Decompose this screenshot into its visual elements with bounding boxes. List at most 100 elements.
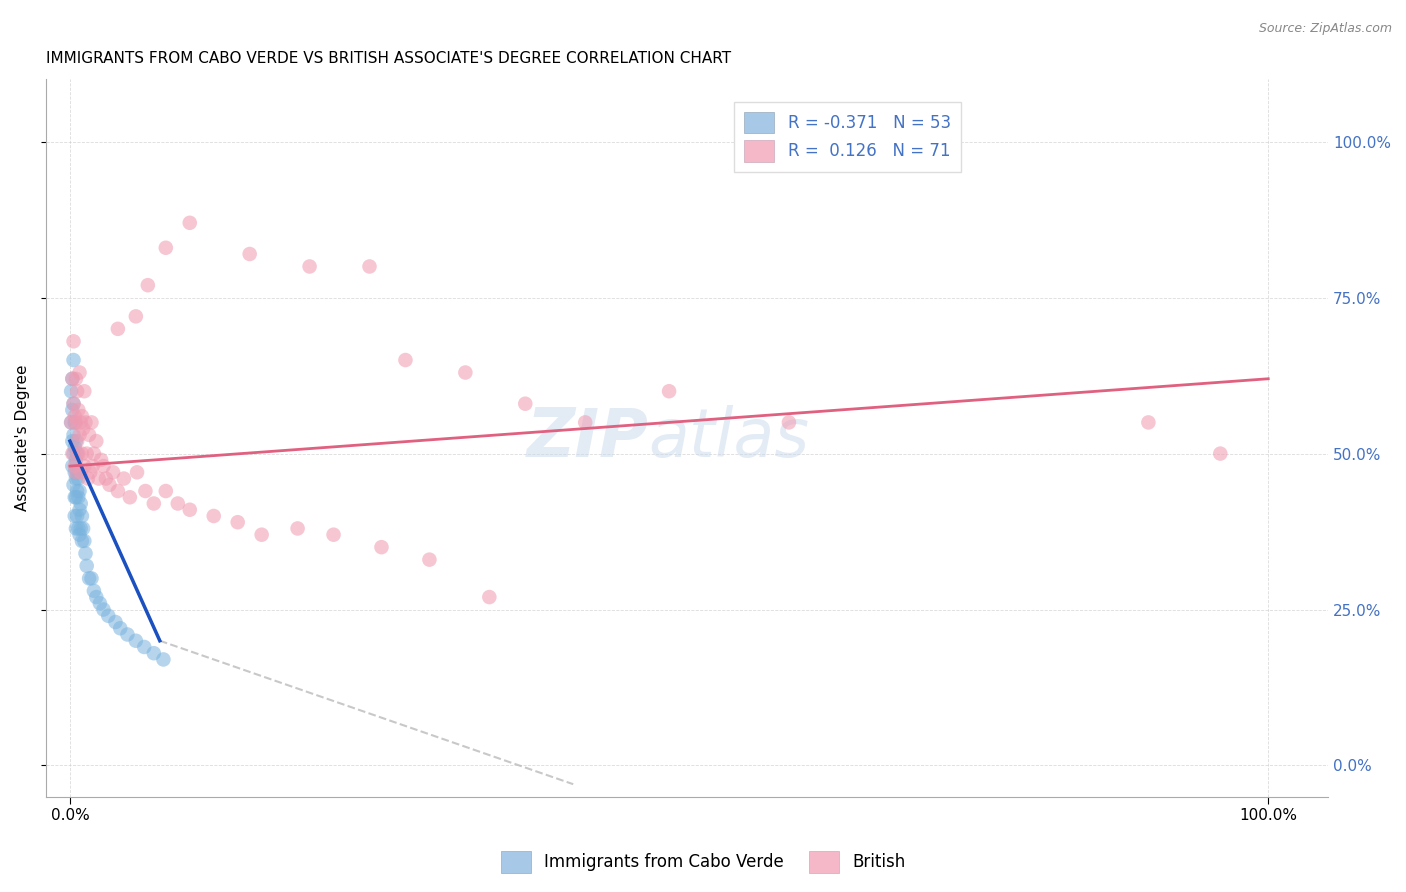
Point bbox=[359, 260, 381, 274]
Point bbox=[90, 453, 112, 467]
Point bbox=[63, 490, 86, 504]
Point bbox=[73, 384, 96, 399]
Point bbox=[67, 490, 90, 504]
Point bbox=[60, 403, 83, 417]
Point bbox=[66, 483, 89, 498]
Point bbox=[60, 459, 83, 474]
Point bbox=[65, 466, 87, 480]
Point bbox=[66, 447, 89, 461]
Point bbox=[287, 521, 309, 535]
Point bbox=[62, 353, 84, 368]
Point bbox=[69, 366, 91, 380]
Point bbox=[62, 397, 84, 411]
Point bbox=[298, 260, 321, 274]
Point bbox=[84, 434, 107, 449]
Text: ZIP: ZIP bbox=[527, 405, 648, 471]
Point bbox=[107, 483, 129, 498]
Point bbox=[70, 533, 93, 548]
Point bbox=[65, 416, 87, 430]
Point bbox=[67, 471, 90, 485]
Point bbox=[152, 652, 174, 666]
Point bbox=[166, 496, 188, 510]
Point bbox=[83, 447, 105, 461]
Point bbox=[515, 397, 537, 411]
Point bbox=[62, 447, 84, 461]
Point bbox=[93, 459, 115, 474]
Text: atlas: atlas bbox=[648, 405, 810, 471]
Point bbox=[1209, 447, 1232, 461]
Point bbox=[134, 640, 156, 654]
Point bbox=[72, 422, 94, 436]
Point bbox=[60, 416, 83, 430]
Point bbox=[62, 334, 84, 349]
Point bbox=[60, 384, 83, 399]
Point bbox=[76, 558, 98, 573]
Point bbox=[65, 453, 87, 467]
Point bbox=[66, 434, 89, 449]
Y-axis label: Associate's Degree: Associate's Degree bbox=[15, 365, 30, 511]
Point bbox=[104, 615, 127, 629]
Point bbox=[98, 477, 121, 491]
Point bbox=[63, 409, 86, 424]
Point bbox=[65, 372, 87, 386]
Point bbox=[60, 447, 83, 461]
Point bbox=[83, 583, 105, 598]
Point bbox=[60, 434, 83, 449]
Point bbox=[658, 384, 681, 399]
Point bbox=[142, 496, 165, 510]
Point bbox=[69, 466, 91, 480]
Point bbox=[101, 466, 124, 480]
Point bbox=[63, 466, 86, 480]
Point bbox=[82, 459, 104, 474]
Point bbox=[73, 459, 96, 474]
Point bbox=[107, 322, 129, 336]
Point bbox=[239, 247, 262, 261]
Point bbox=[69, 416, 91, 430]
Point bbox=[75, 546, 97, 560]
Point bbox=[65, 521, 87, 535]
Point bbox=[478, 590, 501, 604]
Point bbox=[69, 428, 91, 442]
Point bbox=[84, 590, 107, 604]
Point bbox=[117, 627, 139, 641]
Point bbox=[142, 646, 165, 660]
Point bbox=[79, 466, 101, 480]
Point bbox=[63, 416, 86, 430]
Point bbox=[134, 483, 156, 498]
Point bbox=[69, 502, 91, 516]
Point bbox=[179, 502, 201, 516]
Point bbox=[155, 483, 177, 498]
Point bbox=[370, 540, 392, 554]
Point bbox=[322, 527, 344, 541]
Point bbox=[110, 621, 132, 635]
Point bbox=[66, 384, 89, 399]
Point bbox=[226, 515, 249, 529]
Point bbox=[394, 353, 416, 368]
Point bbox=[70, 447, 93, 461]
Point bbox=[60, 372, 83, 386]
Point bbox=[67, 521, 90, 535]
Point bbox=[69, 521, 91, 535]
Point bbox=[66, 508, 89, 523]
Point bbox=[574, 416, 596, 430]
Point bbox=[67, 403, 90, 417]
Text: Source: ZipAtlas.com: Source: ZipAtlas.com bbox=[1258, 22, 1392, 36]
Point bbox=[73, 533, 96, 548]
Point bbox=[179, 216, 201, 230]
Point bbox=[80, 571, 103, 585]
Point bbox=[89, 596, 111, 610]
Point bbox=[454, 366, 477, 380]
Point bbox=[125, 466, 148, 480]
Point bbox=[60, 416, 83, 430]
Legend: Immigrants from Cabo Verde, British: Immigrants from Cabo Verde, British bbox=[494, 845, 912, 880]
Point bbox=[1137, 416, 1160, 430]
Point bbox=[69, 527, 91, 541]
Point bbox=[77, 571, 100, 585]
Point bbox=[80, 416, 103, 430]
Point bbox=[70, 508, 93, 523]
Point bbox=[97, 608, 120, 623]
Point bbox=[63, 459, 86, 474]
Point bbox=[70, 409, 93, 424]
Point bbox=[418, 552, 440, 566]
Point bbox=[125, 310, 148, 324]
